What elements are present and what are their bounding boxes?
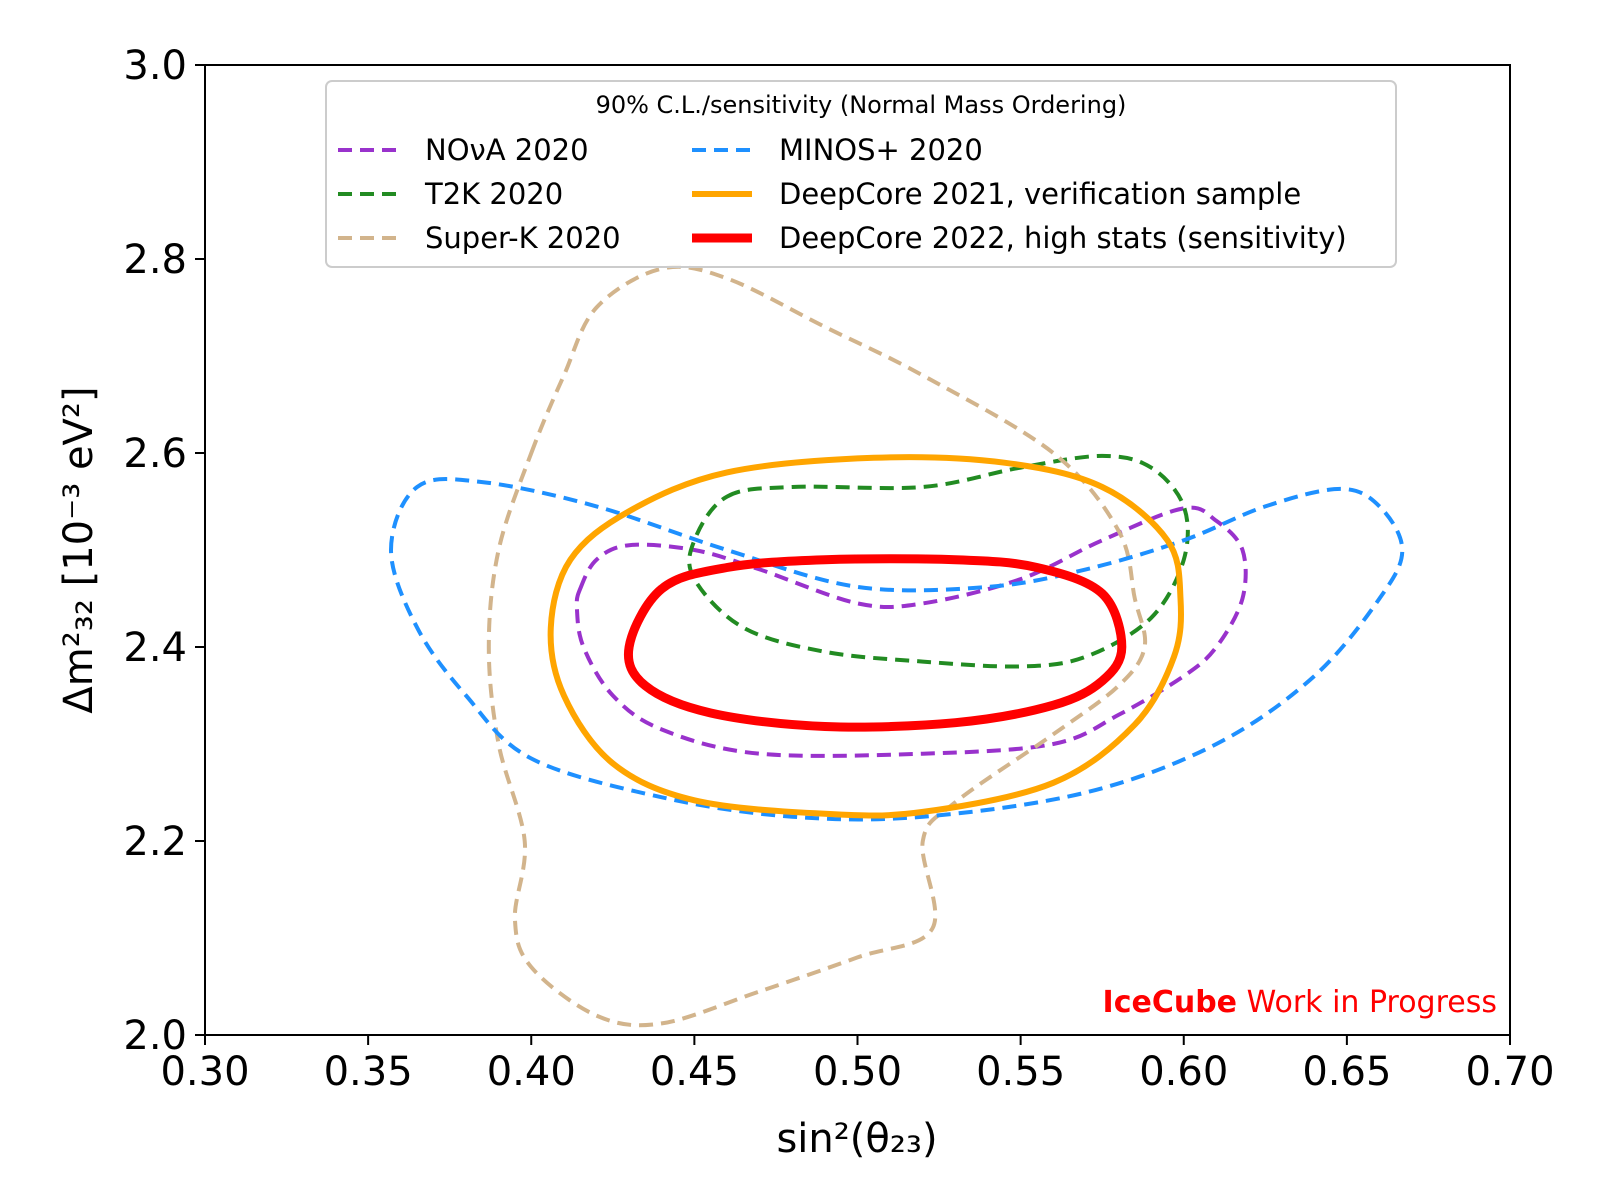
contour-series-3: [486, 264, 1148, 1028]
legend-label: T2K 2020: [424, 177, 563, 211]
legend-label: DeepCore 2022, high stats (sensitivity): [779, 221, 1347, 255]
x-tick-label: 0.30: [160, 1049, 249, 1095]
legend-title: 90% C.L./sensitivity (Normal Mass Orderi…: [596, 91, 1127, 119]
x-tick-label: 0.60: [1139, 1049, 1228, 1095]
legend: 90% C.L./sensitivity (Normal Mass Orderi…: [325, 80, 1397, 268]
series-layer: [389, 264, 1405, 1028]
x-tick-label: 0.55: [976, 1049, 1065, 1095]
y-tick-label: 3.0: [123, 43, 187, 89]
watermark-text: Work in Progress: [1247, 985, 1497, 1020]
x-tick-label: 0.70: [1465, 1049, 1554, 1095]
legend-label: Super-K 2020: [425, 221, 621, 255]
x-tick-label: 0.40: [487, 1049, 576, 1095]
legend-label: DeepCore 2021, verification sample: [779, 177, 1301, 211]
y-tick-label: 2.0: [123, 1013, 187, 1059]
y-tick-label: 2.8: [123, 237, 187, 283]
y-tick-label: 2.4: [123, 625, 187, 671]
legend-label: NOνA 2020: [425, 133, 589, 167]
y-tick-label: 2.2: [123, 819, 187, 865]
contour-series-2: [687, 453, 1190, 669]
legend-frame: [325, 80, 1397, 268]
contour-series-6: [623, 554, 1127, 732]
x-tick-label: 0.45: [650, 1049, 739, 1095]
x-axis-label: sin²(θ₂₃): [776, 1116, 937, 1162]
x-tick-label: 0.65: [1302, 1049, 1391, 1095]
x-tick-label: 0.35: [324, 1049, 413, 1095]
watermark: IceCube Work in Progress: [1103, 985, 1497, 1020]
legend-label: MINOS+ 2020: [779, 133, 983, 167]
legend-entries: NOνA 2020 T2K 2020 Super-K 2020 MINOS+ 2020…: [338, 133, 1347, 255]
y-axis-label: Δm²₃₂ [10⁻³ eV²]: [56, 386, 102, 713]
ticks-layer: 0.30 0.35 0.40 0.45 0.50 0.55 0.60 0.65 0.70 2.0 2…: [123, 43, 1554, 1095]
contour-series-4: [389, 477, 1405, 822]
contour-series-5: [547, 454, 1185, 819]
contour-series-1: [574, 505, 1248, 758]
x-tick-label: 0.50: [813, 1049, 902, 1095]
y-tick-label: 2.6: [123, 431, 187, 477]
watermark-bold: IceCube: [1103, 985, 1238, 1020]
